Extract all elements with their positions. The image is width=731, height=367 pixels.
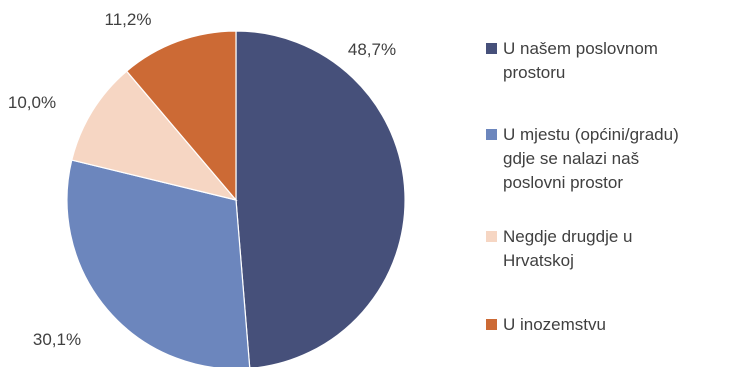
legend-item-3: Negdje drugdje u Hrvatskoj — [486, 225, 632, 273]
legend-item-1: U našem poslovnom prostoru — [486, 37, 658, 85]
legend-item-4: U inozemstvu — [486, 313, 606, 337]
data-label-slice-4: 11,2% — [105, 10, 152, 29]
data-label-slice-2: 30,1% — [33, 330, 81, 349]
data-label-slice-1: 48,7% — [348, 40, 396, 59]
legend-label-2: U mjestu (općini/gradu) gdje se nalazi n… — [503, 125, 679, 192]
legend-item-2: U mjestu (općini/gradu) gdje se nalazi n… — [486, 123, 679, 195]
pie-slice-1 — [235, 30, 406, 367]
legend-label-1: U našem poslovnom prostoru — [503, 39, 658, 82]
pie-slice-3 — [71, 70, 238, 202]
legend-label-4: U inozemstvu — [503, 315, 606, 334]
legend-swatch-3 — [486, 231, 497, 242]
legend-swatch-2 — [486, 129, 497, 140]
legend-label-3: Negdje drugdje u Hrvatskoj — [503, 227, 633, 270]
legend-swatch-1 — [486, 43, 497, 54]
pie-slice-2 — [66, 159, 251, 367]
data-label-slice-3: 10,0% — [8, 93, 56, 112]
pie-slices — [66, 30, 406, 367]
legend-swatch-4 — [486, 319, 497, 330]
pie-slice-4 — [125, 30, 237, 202]
